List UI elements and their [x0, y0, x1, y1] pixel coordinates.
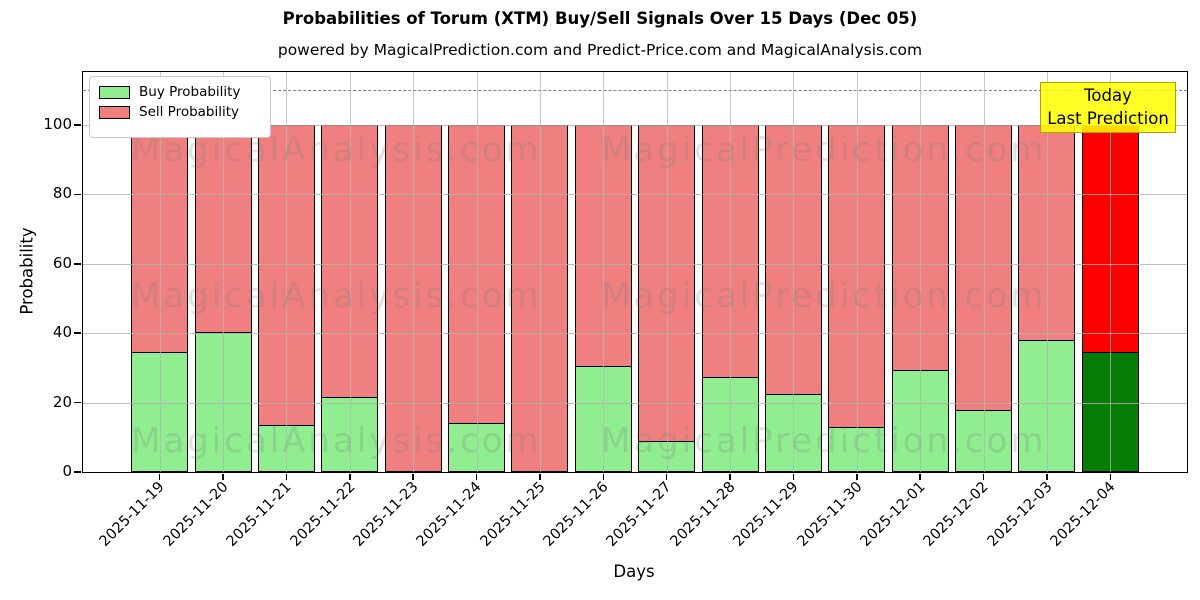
x-tick-mark — [1109, 473, 1112, 480]
x-tick-mark — [982, 473, 985, 480]
x-tick-mark — [222, 473, 224, 480]
v-gridline — [286, 72, 288, 472]
x-axis-title: Days — [613, 562, 655, 581]
x-tick-mark — [349, 473, 351, 480]
v-gridline — [793, 72, 795, 472]
x-tick-mark — [602, 473, 605, 480]
y-tick-label: 20 — [52, 392, 72, 411]
y-tick-mark — [74, 471, 81, 473]
annotation-line-1: Today — [1084, 86, 1132, 105]
x-tick-label: 2025-11-26 — [540, 479, 612, 550]
v-gridline — [730, 72, 732, 472]
watermark-text: MagicalAnalysis.com — [131, 421, 542, 461]
v-gridline — [1110, 72, 1112, 472]
plot-area: Buy Probability Sell Probability Today L… — [74, 71, 1188, 550]
legend: Buy Probability Sell Probability — [89, 76, 271, 138]
x-tick-label: 2025-11-29 — [730, 479, 802, 550]
x-tick-label: 2025-12-01 — [857, 479, 929, 550]
y-tick-mark — [74, 124, 81, 126]
x-tick-label: 2025-11-27 — [604, 479, 676, 550]
y-tick-label: 80 — [52, 184, 72, 203]
v-gridline — [983, 72, 985, 472]
x-tick-mark — [1046, 473, 1048, 480]
x-tick-mark — [158, 473, 161, 480]
y-tick-mark — [74, 401, 81, 404]
legend-label-buy: Buy Probability — [139, 84, 241, 100]
h-gridline — [83, 125, 1187, 127]
x-tick-mark — [729, 473, 731, 480]
v-gridline — [920, 72, 922, 472]
x-tick-label: 2025-11-21 — [223, 479, 295, 550]
x-tick-label: 2025-11-30 — [794, 479, 866, 550]
x-tick-label: 2025-11-19 — [97, 479, 169, 550]
v-gridline — [666, 72, 668, 472]
y-tick-label: 60 — [52, 253, 72, 272]
v-gridline — [349, 72, 351, 472]
watermark-text: MagicalPrediction.com — [601, 276, 1047, 316]
x-tick-label: 2025-11-23 — [350, 479, 422, 550]
buy-swatch-icon — [99, 85, 130, 99]
v-gridline — [159, 72, 161, 472]
watermark-text: MagicalAnalysis.com — [131, 276, 542, 316]
x-tick-label: 2025-11-24 — [413, 479, 485, 550]
legend-item-sell: Sell Probability — [99, 103, 261, 121]
v-gridline — [476, 72, 478, 472]
x-tick-mark — [919, 473, 921, 480]
x-tick-mark — [285, 473, 288, 480]
y-tick-mark — [74, 193, 81, 196]
legend-label-sell: Sell Probability — [139, 104, 240, 120]
h-gridline — [83, 333, 1187, 335]
x-tick-mark — [539, 473, 541, 480]
h-gridline — [83, 194, 1187, 196]
v-gridline — [603, 72, 605, 472]
today-annotation: Today Last Prediction — [1040, 82, 1176, 133]
y-tick-label: 100 — [43, 115, 72, 134]
x-tick-label: 2025-11-28 — [667, 479, 739, 550]
y-tick-mark — [74, 332, 81, 335]
x-tick-label: 2025-11-20 — [160, 479, 232, 550]
annotation-line-2: Last Prediction — [1047, 109, 1169, 128]
chart-subtitle: powered by MagicalPrediction.com and Pre… — [277, 41, 923, 59]
v-gridline — [856, 72, 858, 472]
watermark-text: MagicalPrediction.com — [601, 421, 1047, 461]
x-tick-mark — [665, 473, 668, 480]
y-tick-mark — [74, 263, 81, 265]
y-tick-label: 40 — [52, 323, 72, 342]
v-gridline — [539, 72, 541, 472]
x-tick-label: 2025-11-25 — [477, 479, 549, 550]
y-tick-label: 0 — [62, 462, 72, 480]
v-gridline — [1046, 72, 1048, 472]
v-gridline — [223, 72, 225, 472]
legend-item-buy: Buy Probability — [99, 83, 261, 101]
x-tick-mark — [856, 473, 858, 480]
h-gridline — [83, 263, 1187, 265]
x-tick-label: 2025-12-04 — [1047, 479, 1119, 550]
h-gridline — [83, 402, 1187, 404]
x-tick-label: 2025-12-03 — [984, 479, 1056, 550]
x-tick-mark — [412, 473, 414, 480]
v-gridline — [413, 72, 415, 472]
watermark-text: MagicalPrediction.com — [601, 130, 1047, 170]
x-tick-mark — [792, 473, 795, 480]
x-tick-label: 2025-11-22 — [287, 479, 359, 550]
sell-swatch-icon — [99, 105, 130, 119]
x-tick-label: 2025-12-02 — [920, 479, 992, 550]
dashed-threshold-line — [83, 90, 1187, 92]
y-tick-labels: 0 20 40 60 80 100 — [0, 71, 72, 480]
chart-title: Probabilities of Torum (XTM) Buy/Sell Si… — [282, 9, 918, 28]
x-tick-mark — [475, 473, 478, 480]
